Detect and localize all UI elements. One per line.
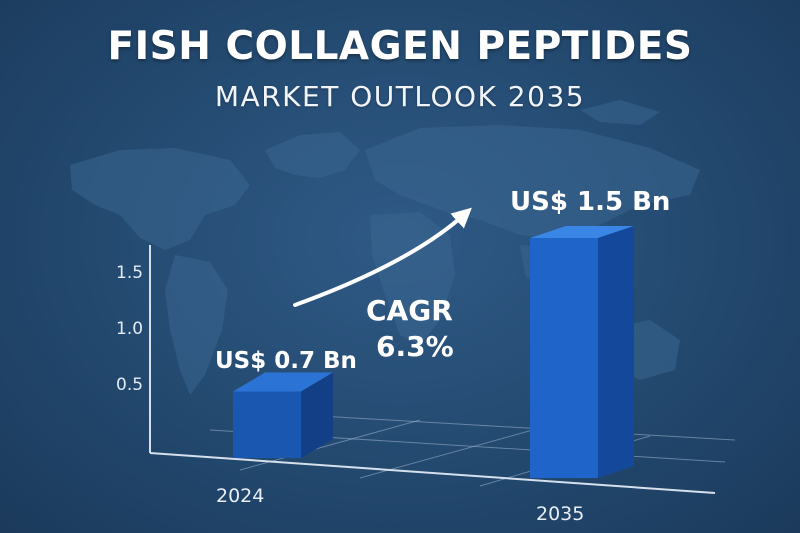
bar-2035-front-face — [530, 238, 598, 478]
y-tick-label: 0.5 — [116, 375, 143, 395]
x-tick-label-2035: 2035 — [536, 503, 584, 525]
x-axis — [149, 452, 716, 494]
bar-2035-top-face — [530, 226, 634, 238]
bar-2024-side-face — [301, 372, 333, 458]
y-tick-label: 1.5 — [116, 263, 143, 283]
bar-2024-front-face — [233, 391, 301, 458]
chart-title: FISH COLLAGEN PEPTIDES — [107, 24, 693, 69]
growth-arrow-icon — [293, 207, 472, 307]
data-label-2024: US$ 0.7 Bn — [215, 348, 357, 374]
bar-2035 — [530, 226, 634, 478]
data-label-2035: US$ 1.5 Bn — [510, 187, 670, 217]
bar-2024 — [233, 372, 333, 458]
cagr-value: 6.3% — [376, 330, 454, 363]
cagr-label: CAGR — [366, 294, 453, 327]
x-tick-label-2024: 2024 — [216, 485, 264, 507]
bar-2024-top-face — [233, 372, 333, 392]
chart-subtitle: MARKET OUTLOOK 2035 — [214, 80, 586, 113]
bar-2035-side-face — [598, 226, 634, 478]
y-tick-label: 1.0 — [116, 319, 143, 339]
